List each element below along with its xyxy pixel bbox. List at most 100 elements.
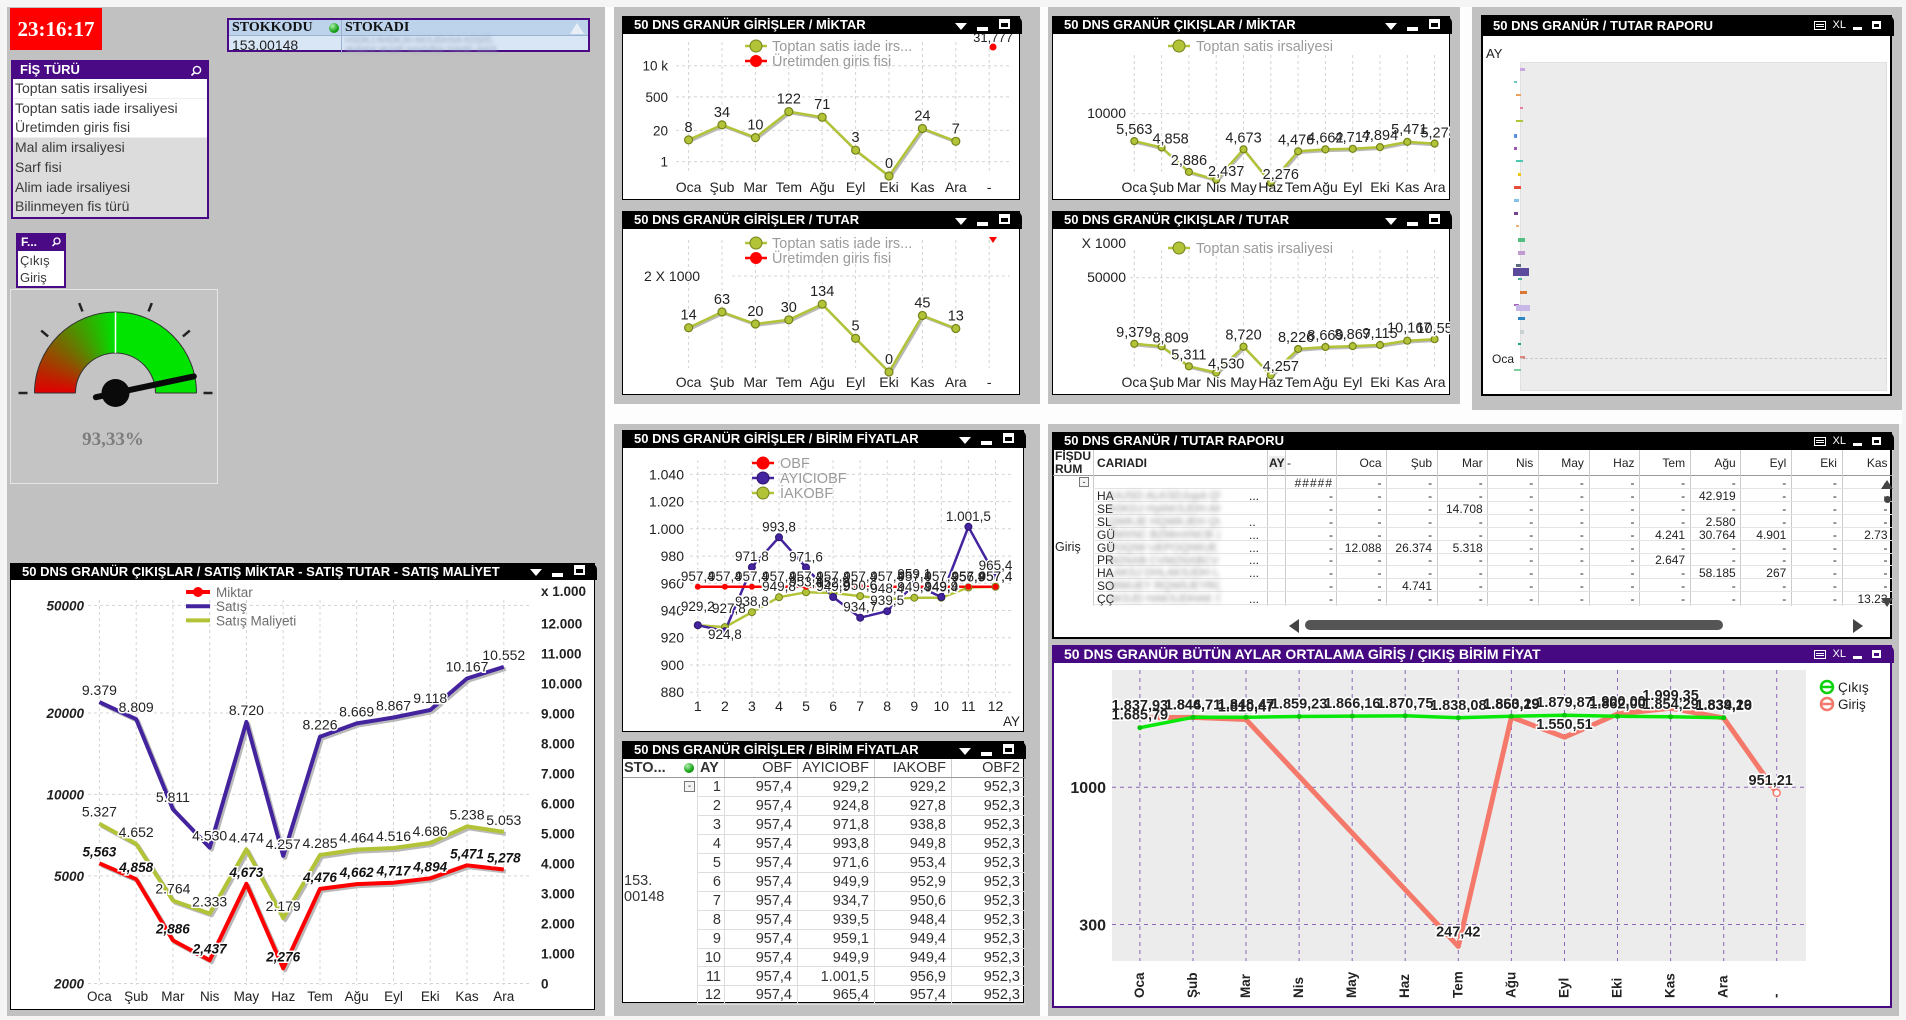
- svg-text:1.000: 1.000: [649, 521, 684, 537]
- svg-text:4,858: 4,858: [118, 860, 153, 875]
- svg-text:Kas: Kas: [910, 374, 934, 390]
- svg-text:929,2: 929,2: [681, 599, 715, 614]
- svg-text:953,4: 953,4: [789, 574, 823, 589]
- svg-text:4,894: 4,894: [412, 859, 447, 874]
- svg-text:1: 1: [694, 698, 702, 714]
- svg-text:949,4: 949,4: [924, 580, 958, 595]
- svg-text:Ağu: Ağu: [1313, 179, 1338, 195]
- svg-text:Oca: Oca: [1121, 374, 1147, 390]
- svg-text:957,4: 957,4: [816, 569, 850, 584]
- svg-text:957,4: 957,4: [924, 569, 958, 584]
- svg-text:Mar: Mar: [1177, 179, 1201, 195]
- svg-text:971,8: 971,8: [735, 549, 769, 564]
- svg-text:2.764: 2.764: [155, 881, 190, 897]
- svg-text:957,4: 957,4: [735, 569, 769, 584]
- svg-text:2,276: 2,276: [1263, 167, 1299, 183]
- svg-text:Tem: Tem: [776, 179, 802, 195]
- svg-text:Ağu: Ağu: [1503, 972, 1518, 998]
- svg-text:Ara: Ara: [1424, 374, 1446, 390]
- svg-text:5,471: 5,471: [450, 846, 484, 861]
- svg-text:949,8: 949,8: [762, 579, 796, 594]
- svg-text:4,476: 4,476: [302, 870, 337, 885]
- svg-text:1.838,08: 1.838,08: [1430, 698, 1486, 714]
- svg-text:4,894: 4,894: [412, 859, 447, 874]
- svg-text:11: 11: [961, 698, 976, 714]
- svg-text:-: -: [1769, 994, 1784, 999]
- svg-text:949,9: 949,9: [924, 579, 958, 594]
- svg-text:May: May: [234, 989, 260, 1004]
- svg-text:8,809: 8,809: [1152, 330, 1188, 346]
- svg-text:1.846,71: 1.846,71: [1165, 697, 1221, 713]
- svg-text:4.257: 4.257: [266, 836, 301, 852]
- svg-text:Çıkış: Çıkış: [1838, 680, 1869, 695]
- svg-text:8.669: 8.669: [339, 703, 374, 719]
- svg-text:1.846,71: 1.846,71: [1165, 697, 1221, 713]
- svg-text:7: 7: [952, 121, 960, 137]
- svg-text:Oca: Oca: [1132, 972, 1147, 998]
- svg-text:Ara: Ara: [945, 374, 967, 390]
- svg-text:2,886: 2,886: [1171, 153, 1207, 169]
- svg-text:957,4: 957,4: [681, 569, 715, 584]
- svg-text:Eyl: Eyl: [1343, 374, 1362, 390]
- svg-text:71: 71: [814, 97, 830, 113]
- svg-text:1.850,19: 1.850,19: [1483, 697, 1539, 713]
- svg-text:4,858: 4,858: [1152, 132, 1188, 148]
- svg-text:8,867: 8,867: [1335, 327, 1371, 343]
- svg-text:Tem: Tem: [1285, 179, 1311, 195]
- svg-text:Toptan satis irsaliyesi: Toptan satis irsaliyesi: [1196, 241, 1333, 257]
- svg-text:4.000: 4.000: [541, 857, 575, 872]
- svg-text:8,809: 8,809: [1152, 330, 1188, 346]
- svg-text:2,437: 2,437: [192, 941, 228, 956]
- svg-text:971,6: 971,6: [789, 550, 823, 565]
- svg-text:Kas: Kas: [1663, 973, 1678, 998]
- svg-text:952,9: 952,9: [816, 575, 850, 590]
- svg-text:4.516: 4.516: [376, 828, 411, 844]
- svg-text:5000: 5000: [54, 869, 85, 884]
- svg-text:Eki: Eki: [421, 989, 440, 1004]
- svg-text:Haz: Haz: [1258, 374, 1283, 390]
- svg-text:45: 45: [914, 296, 930, 312]
- svg-text:Mar: Mar: [1177, 374, 1201, 390]
- svg-text:2.000: 2.000: [541, 917, 575, 932]
- svg-text:938,8: 938,8: [735, 594, 769, 609]
- svg-text:4.464: 4.464: [339, 830, 374, 846]
- svg-text:8.867: 8.867: [376, 698, 411, 714]
- svg-text:1.879,87: 1.879,87: [1536, 695, 1592, 711]
- svg-text:AY: AY: [1003, 714, 1020, 729]
- svg-text:4,673: 4,673: [1225, 130, 1261, 146]
- svg-text:2,437: 2,437: [1208, 164, 1244, 180]
- svg-text:-: -: [987, 374, 992, 390]
- svg-text:8: 8: [883, 698, 891, 714]
- svg-text:957,4: 957,4: [870, 569, 904, 584]
- svg-text:9,379: 9,379: [1116, 325, 1152, 341]
- svg-text:880: 880: [661, 684, 685, 700]
- svg-text:4,662: 4,662: [339, 865, 374, 880]
- svg-text:959,1: 959,1: [897, 567, 931, 582]
- svg-text:4,476: 4,476: [1278, 132, 1314, 148]
- svg-text:8,720: 8,720: [1225, 328, 1261, 344]
- svg-text:950,6: 950,6: [843, 578, 877, 593]
- svg-text:Oca: Oca: [1121, 179, 1147, 195]
- svg-text:5.238: 5.238: [449, 806, 484, 822]
- svg-text:10,167: 10,167: [1387, 321, 1431, 337]
- svg-text:927,8: 927,8: [712, 601, 746, 616]
- svg-text:May: May: [1344, 971, 1359, 998]
- svg-text:4,662: 4,662: [339, 865, 374, 880]
- svg-text:949,4: 949,4: [897, 580, 931, 595]
- svg-text:1.879,87: 1.879,87: [1536, 695, 1592, 711]
- svg-text:4.516: 4.516: [376, 828, 411, 844]
- svg-text:1.550,51: 1.550,51: [1536, 717, 1592, 733]
- svg-text:Haz: Haz: [1258, 179, 1283, 195]
- svg-text:8.720: 8.720: [229, 702, 264, 718]
- svg-text:949,8: 949,8: [762, 579, 796, 594]
- svg-text:Şub: Şub: [1185, 973, 1200, 999]
- svg-text:1.999,35: 1.999,35: [1642, 688, 1698, 704]
- svg-text:Tem: Tem: [1450, 971, 1465, 998]
- svg-text:1.020: 1.020: [649, 494, 684, 510]
- svg-text:2.333: 2.333: [192, 894, 227, 910]
- svg-text:5.053: 5.053: [486, 812, 521, 828]
- svg-text:Eyl: Eyl: [846, 179, 865, 195]
- svg-text:4,717: 4,717: [376, 864, 412, 879]
- svg-text:Kas: Kas: [455, 989, 479, 1004]
- svg-text:2.179: 2.179: [266, 898, 301, 914]
